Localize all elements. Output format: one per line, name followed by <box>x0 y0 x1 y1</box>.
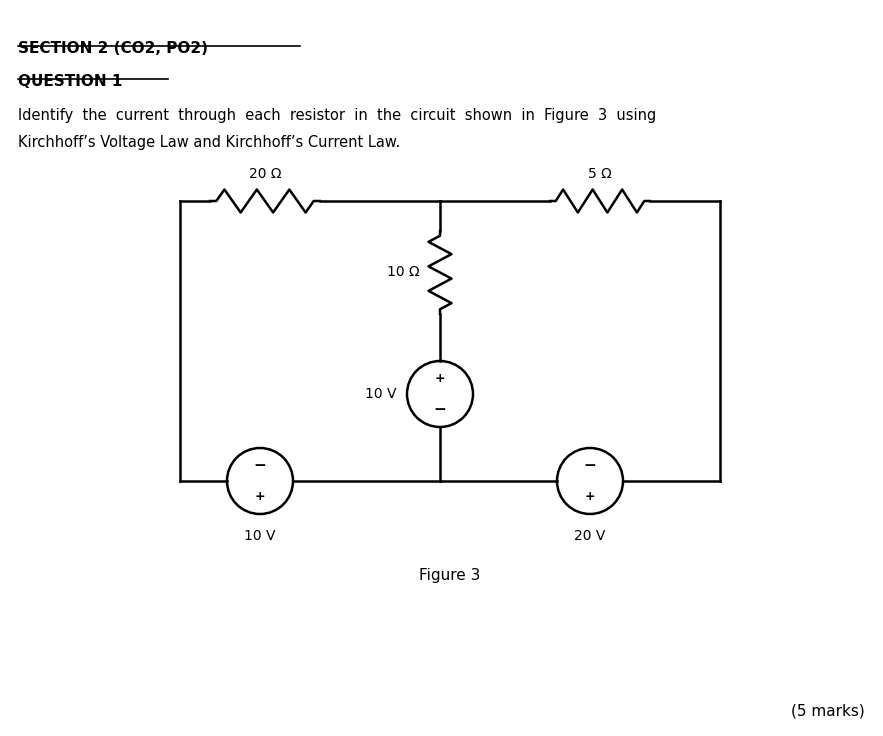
Text: SECTION 2 (CO2, PO2): SECTION 2 (CO2, PO2) <box>18 41 208 56</box>
Text: 10 V: 10 V <box>366 387 397 401</box>
Text: Kirchhoff’s Voltage Law and Kirchhoff’s Current Law.: Kirchhoff’s Voltage Law and Kirchhoff’s … <box>18 135 400 150</box>
Text: Figure 3: Figure 3 <box>419 568 480 583</box>
Text: 20 V: 20 V <box>574 529 606 543</box>
Text: −: − <box>434 403 447 417</box>
Text: −: − <box>253 458 267 473</box>
Text: 10 V: 10 V <box>245 529 275 543</box>
Text: +: + <box>254 490 265 503</box>
Text: Identify  the  current  through  each  resistor  in  the  circuit  shown  in  Fi: Identify the current through each resist… <box>18 108 656 123</box>
Text: QUESTION 1: QUESTION 1 <box>18 74 123 89</box>
Text: 10 Ω: 10 Ω <box>388 266 420 280</box>
Text: −: − <box>584 458 596 473</box>
Text: +: + <box>585 490 595 503</box>
Text: 20 Ω: 20 Ω <box>249 167 282 181</box>
Text: (5 marks): (5 marks) <box>791 703 865 718</box>
Text: +: + <box>434 372 445 385</box>
Text: 5 Ω: 5 Ω <box>588 167 612 181</box>
